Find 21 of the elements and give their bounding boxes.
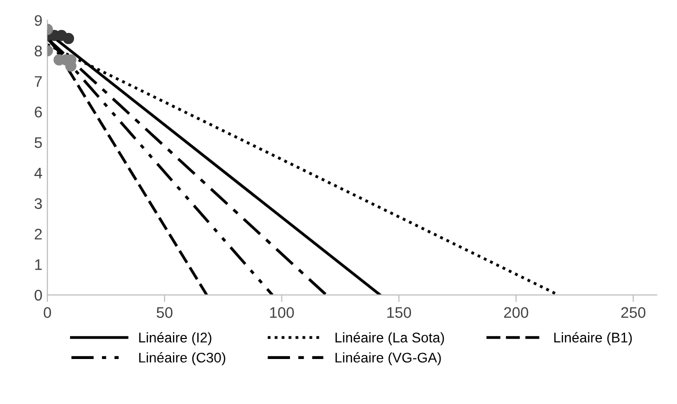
legend-label: Linéaire (VG-GA) <box>336 352 441 366</box>
y-tick-label: 4 <box>34 168 42 178</box>
x-tick-label: 0 <box>44 307 52 318</box>
legend-label: Linéaire (La Sota) <box>336 332 444 346</box>
y-tick-label: 7 <box>34 76 42 87</box>
y-tick-label: 5 <box>34 137 42 148</box>
y-tick-label: 6 <box>34 106 42 118</box>
x-tick-label: 100 <box>270 307 294 318</box>
y-tick-label: 3 <box>34 198 42 210</box>
x-tick-label: 250 <box>621 307 646 318</box>
x-tick-label: 200 <box>504 307 528 318</box>
y-tick-label: 2 <box>34 228 42 240</box>
y-tick-label: 8 <box>34 46 42 56</box>
x-tick-label: 150 <box>387 307 412 318</box>
legend-label: Linéaire (B1) <box>554 332 632 346</box>
y-tick-label: 9 <box>34 15 42 26</box>
legend-label: Linéaire (C30) <box>139 352 226 366</box>
x-tick-label: 50 <box>156 307 172 318</box>
y-tick-label: 0 <box>34 290 42 301</box>
y-tick-label: 1 <box>35 259 42 270</box>
legend-label: Linéaire (I2) <box>139 332 212 346</box>
